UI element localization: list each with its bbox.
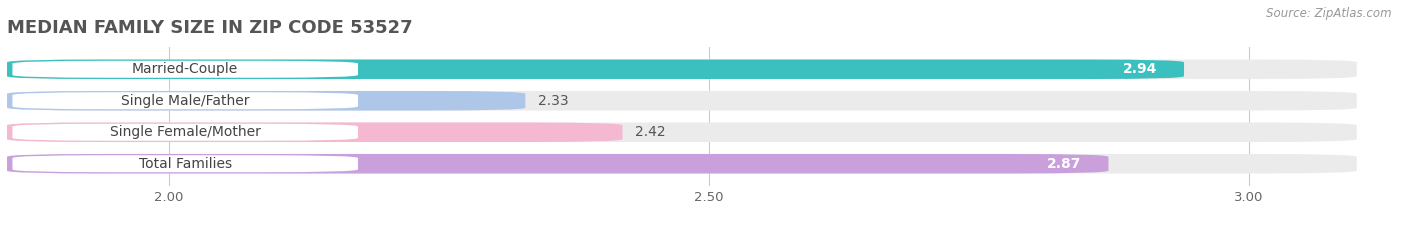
FancyBboxPatch shape [7, 123, 623, 142]
Text: 2.33: 2.33 [538, 94, 569, 108]
Text: 2.87: 2.87 [1047, 157, 1081, 171]
FancyBboxPatch shape [7, 59, 1184, 79]
Text: Single Male/Father: Single Male/Father [121, 94, 249, 108]
FancyBboxPatch shape [7, 154, 1357, 174]
Text: Source: ZipAtlas.com: Source: ZipAtlas.com [1267, 7, 1392, 20]
Text: Single Female/Mother: Single Female/Mother [110, 125, 260, 139]
FancyBboxPatch shape [13, 92, 359, 109]
Text: MEDIAN FAMILY SIZE IN ZIP CODE 53527: MEDIAN FAMILY SIZE IN ZIP CODE 53527 [7, 19, 412, 37]
Text: Total Families: Total Families [139, 157, 232, 171]
FancyBboxPatch shape [7, 91, 526, 110]
FancyBboxPatch shape [7, 91, 1357, 110]
FancyBboxPatch shape [13, 155, 359, 172]
FancyBboxPatch shape [7, 154, 1108, 174]
FancyBboxPatch shape [7, 123, 1357, 142]
Text: Married-Couple: Married-Couple [132, 62, 239, 76]
Text: 2.94: 2.94 [1122, 62, 1157, 76]
FancyBboxPatch shape [7, 59, 1357, 79]
FancyBboxPatch shape [13, 61, 359, 78]
Text: 2.42: 2.42 [636, 125, 666, 139]
FancyBboxPatch shape [13, 124, 359, 141]
